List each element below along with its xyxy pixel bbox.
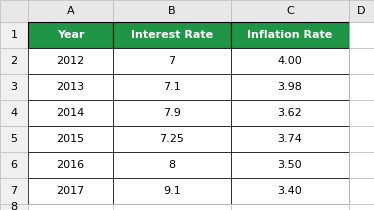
Bar	[28, 178, 113, 204]
Text: Interest Rate: Interest Rate	[131, 30, 213, 40]
Bar	[349, 22, 374, 48]
Text: 5: 5	[10, 134, 18, 144]
Text: 9.1: 9.1	[163, 186, 181, 196]
Bar	[113, 204, 231, 210]
Bar	[231, 152, 349, 178]
Bar	[113, 22, 231, 48]
Text: 2013: 2013	[56, 82, 85, 92]
Bar	[0, 204, 28, 210]
Text: D: D	[357, 6, 366, 16]
Bar	[28, 204, 113, 210]
Bar	[28, 74, 113, 100]
Text: C: C	[286, 6, 294, 16]
Bar	[28, 126, 113, 152]
Bar	[28, 152, 113, 178]
Text: 2016: 2016	[56, 160, 85, 170]
Bar	[0, 48, 28, 74]
Bar	[231, 48, 349, 74]
Bar	[349, 126, 374, 152]
Text: 7: 7	[10, 186, 18, 196]
Text: 6: 6	[10, 160, 18, 170]
Bar	[113, 178, 231, 204]
Bar	[28, 0, 113, 22]
Text: 4.00: 4.00	[278, 56, 302, 66]
Text: B: B	[168, 6, 176, 16]
Bar	[113, 0, 231, 22]
Bar	[231, 100, 349, 126]
Bar	[349, 48, 374, 74]
Bar	[113, 152, 231, 178]
Text: 3.98: 3.98	[278, 82, 303, 92]
Bar	[231, 74, 349, 100]
Bar	[113, 74, 231, 100]
Text: 3.62: 3.62	[278, 108, 302, 118]
Bar	[349, 178, 374, 204]
Text: 2014: 2014	[56, 108, 85, 118]
Bar	[0, 178, 28, 204]
Text: 8: 8	[168, 160, 175, 170]
Text: 3: 3	[10, 82, 18, 92]
Text: 3.40: 3.40	[278, 186, 302, 196]
Bar	[349, 74, 374, 100]
Text: 2017: 2017	[56, 186, 85, 196]
Bar	[28, 22, 113, 48]
Bar	[113, 126, 231, 152]
Bar	[231, 126, 349, 152]
Text: 3.74: 3.74	[278, 134, 303, 144]
Text: 2: 2	[10, 56, 18, 66]
Bar	[0, 100, 28, 126]
Text: 3.50: 3.50	[278, 160, 302, 170]
Bar	[231, 178, 349, 204]
Bar	[231, 0, 349, 22]
Bar	[349, 100, 374, 126]
Text: 7.25: 7.25	[160, 134, 184, 144]
Bar	[0, 22, 28, 48]
Bar	[349, 152, 374, 178]
Text: 7.9: 7.9	[163, 108, 181, 118]
Bar	[28, 48, 113, 74]
Bar	[28, 100, 113, 126]
Text: 8: 8	[10, 202, 18, 210]
Bar	[0, 0, 28, 22]
Text: 1: 1	[10, 30, 18, 40]
Bar	[113, 100, 231, 126]
Bar	[231, 22, 349, 48]
Text: Inflation Rate: Inflation Rate	[247, 30, 332, 40]
Bar	[113, 48, 231, 74]
Text: 7.1: 7.1	[163, 82, 181, 92]
Text: 2012: 2012	[56, 56, 85, 66]
Bar	[0, 152, 28, 178]
Bar	[0, 74, 28, 100]
Bar	[349, 0, 374, 22]
Text: 7: 7	[168, 56, 175, 66]
Bar	[0, 126, 28, 152]
Bar	[349, 204, 374, 210]
Bar	[231, 204, 349, 210]
Text: 4: 4	[10, 108, 18, 118]
Text: 2015: 2015	[56, 134, 85, 144]
Text: A: A	[67, 6, 74, 16]
Text: Year: Year	[57, 30, 84, 40]
